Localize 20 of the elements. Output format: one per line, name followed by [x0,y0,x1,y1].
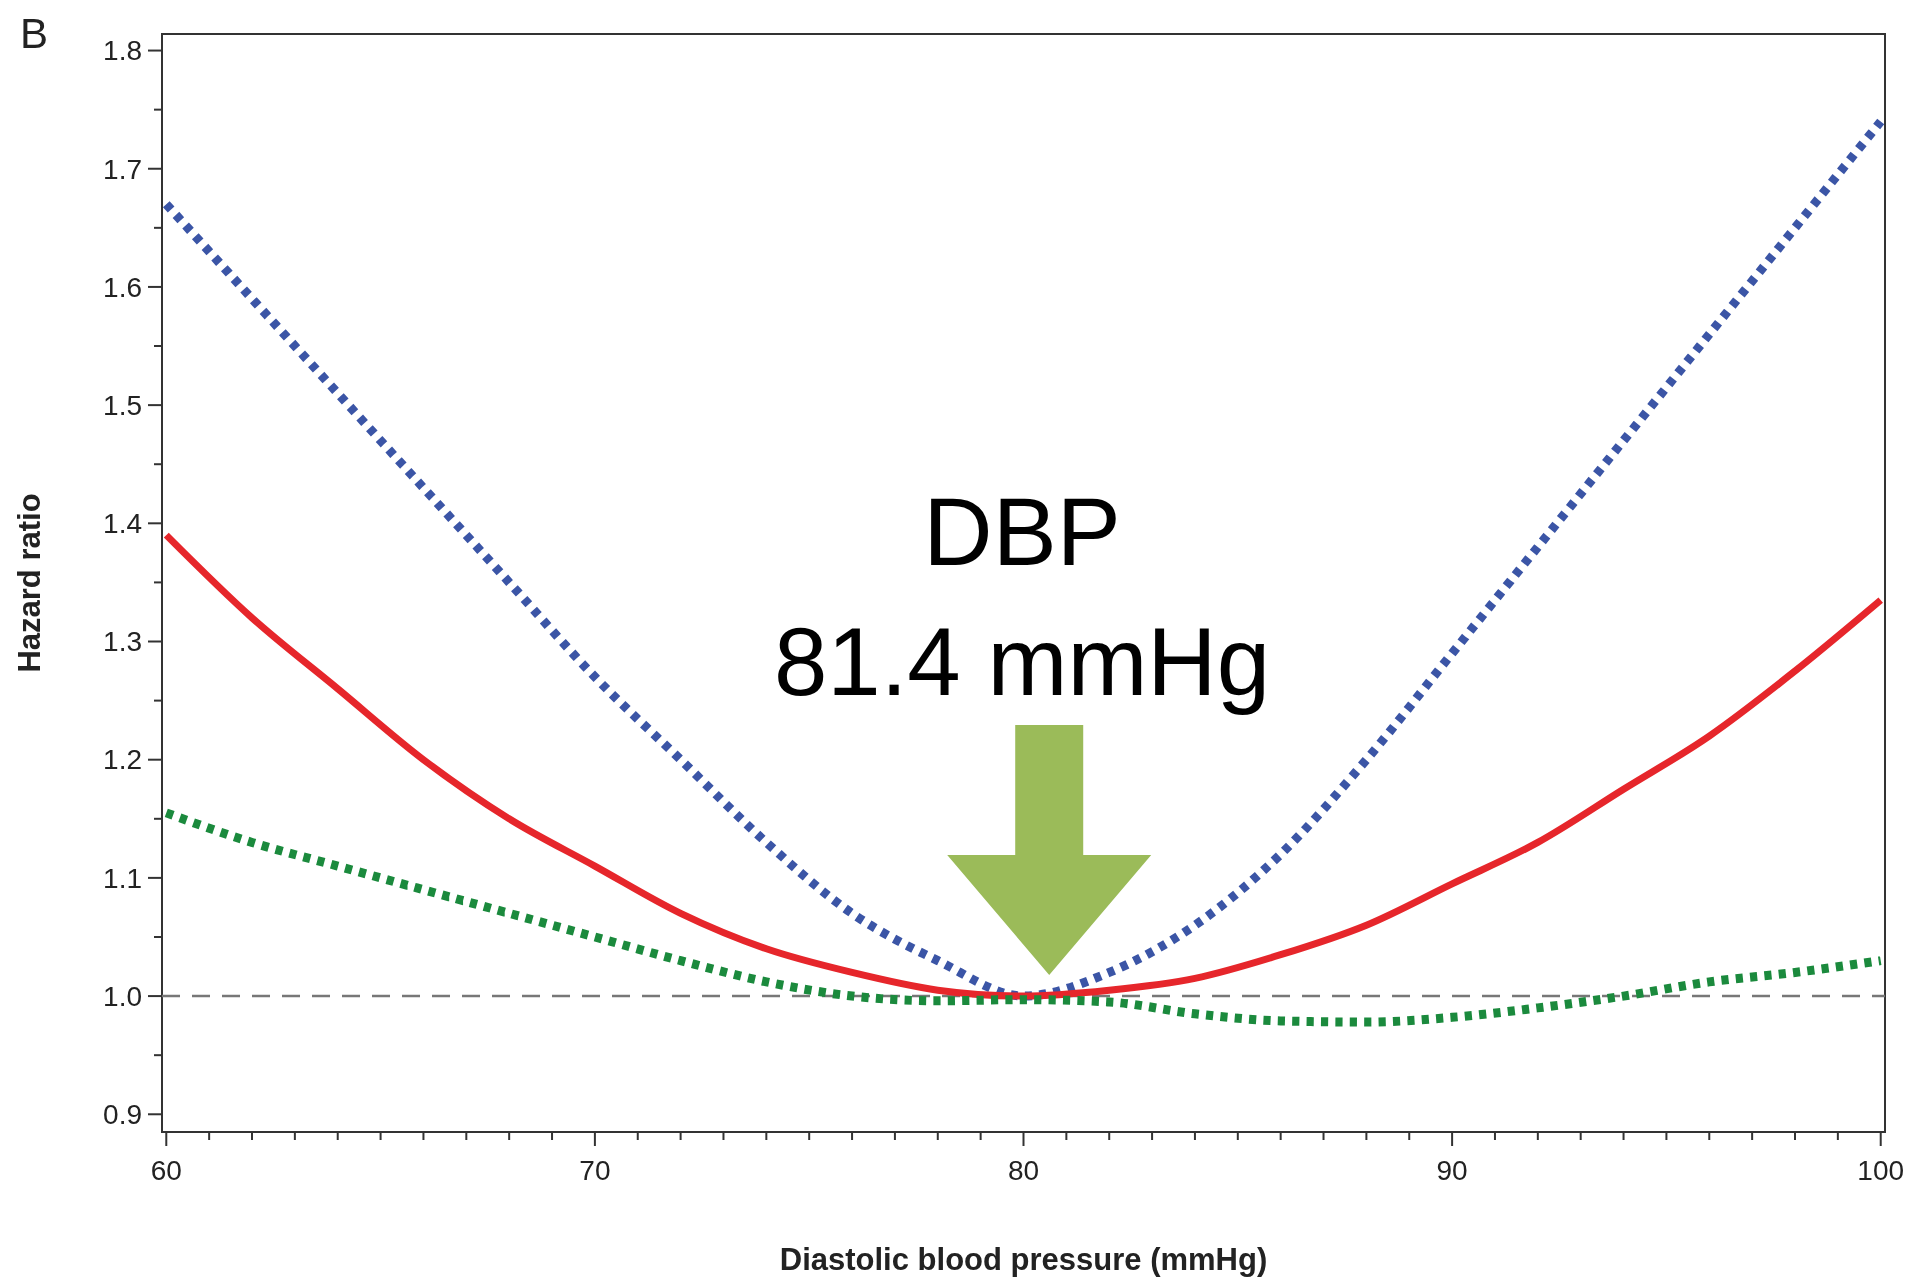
y-axis-title: Hazard ratio [12,493,47,673]
y-tick-label: 1.5 [103,389,142,421]
y-tick-label: 1.8 [103,35,142,67]
text: B [20,10,49,57]
y-tick-label: 0.9 [103,1099,142,1131]
x-tick-label: 90 [1436,1155,1468,1186]
y-tick-label: 1.7 [103,153,142,185]
y-tick-label: 1.1 [103,862,142,894]
x-tick-label: 80 [1007,1155,1040,1186]
annotation: DBP [923,478,1121,585]
y-tick-label: 1.4 [103,508,142,540]
annotation: 81.4 mmHg [773,608,1271,715]
y-tick-label: 1.3 [103,626,142,658]
y-tick-label: 1.2 [103,744,142,776]
x-tick-label: 70 [579,1155,611,1186]
x-tick-label: 100 [1857,1155,1905,1186]
y-tick-label: 1.6 [103,271,142,303]
x-axis-title: Diastolic blood pressure (mmHg) [779,1242,1268,1277]
y-tick-label: 1.0 [103,980,142,1012]
x-tick-label: 60 [150,1155,182,1186]
